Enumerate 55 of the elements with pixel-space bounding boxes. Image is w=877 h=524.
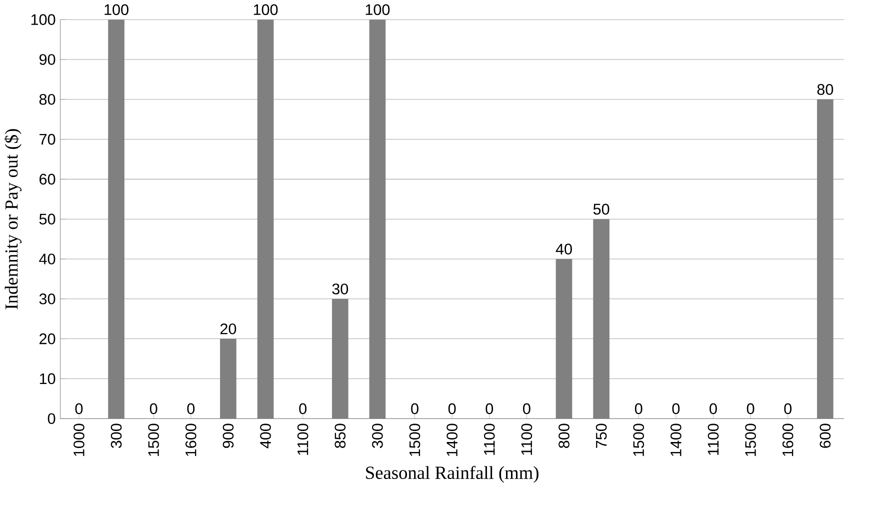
data-label: 0	[486, 403, 494, 414]
x-tick-label: 1400	[446, 424, 458, 456]
data-label: 80	[817, 84, 834, 95]
x-tick-label: 900	[222, 424, 234, 448]
x-axis-title: Seasonal Rainfall (mm)	[366, 466, 538, 483]
y-axis-title: Indemnity or Pay out ($)	[4, 129, 22, 310]
x-tick-label: 1100	[297, 424, 308, 455]
x-tick-label: 1500	[148, 424, 159, 456]
data-label: 100	[104, 4, 128, 16]
data-label: 0	[784, 403, 792, 414]
y-tick-label: 30	[39, 294, 56, 304]
x-tick-label: 1500	[633, 424, 644, 456]
data-label: 30	[332, 284, 348, 294]
data-label: 0	[634, 403, 642, 414]
x-tick-label: 800	[558, 424, 570, 448]
x-tick-label: 300	[110, 424, 122, 448]
x-tick-label: 400	[260, 424, 271, 448]
data-label: 0	[187, 403, 195, 414]
x-tick-label: 1600	[185, 424, 196, 456]
x-tick-label: 1600	[782, 424, 794, 456]
data-label: 0	[299, 403, 306, 414]
x-tick-label: 1100	[521, 424, 532, 455]
data-label: 0	[448, 403, 456, 414]
y-tick-label: 80	[39, 94, 56, 105]
x-tick-label: 1000	[74, 424, 84, 456]
y-tick-label: 40	[39, 254, 56, 264]
x-tick-label: 850	[334, 424, 346, 448]
x-tick-label: 750	[596, 424, 607, 448]
y-tick-label: 10	[40, 373, 56, 384]
data-label: 100	[254, 4, 278, 16]
data-label: 0	[150, 403, 158, 414]
y-tick-label: 20	[40, 333, 56, 344]
x-tick-label: 1100	[484, 424, 495, 455]
x-tick-label: 1100	[708, 424, 719, 455]
y-tick-label: 100	[31, 14, 56, 26]
x-tick-label: 1500	[745, 424, 756, 456]
data-label: 0	[672, 403, 680, 414]
data-label: 40	[556, 244, 572, 255]
x-tick-label: 600	[820, 424, 831, 448]
data-label: 20	[220, 324, 236, 334]
data-label: 0	[411, 403, 418, 414]
x-tick-label: 300	[372, 424, 383, 448]
x-tick-label: 1400	[670, 424, 682, 456]
y-tick-label: 50	[39, 214, 56, 225]
data-label: 0	[523, 403, 530, 414]
y-tick-label: 70	[40, 134, 56, 145]
data-label: 0	[710, 403, 717, 414]
x-tick-label: 1500	[409, 424, 420, 456]
data-label: 50	[593, 204, 610, 215]
data-label: 0	[746, 403, 754, 414]
y-tick-label: 0	[48, 413, 56, 424]
data-label: 100	[366, 4, 390, 16]
data-label: 0	[75, 403, 83, 414]
y-tick-label: 90	[40, 54, 56, 65]
y-tick-label: 60	[40, 174, 56, 185]
